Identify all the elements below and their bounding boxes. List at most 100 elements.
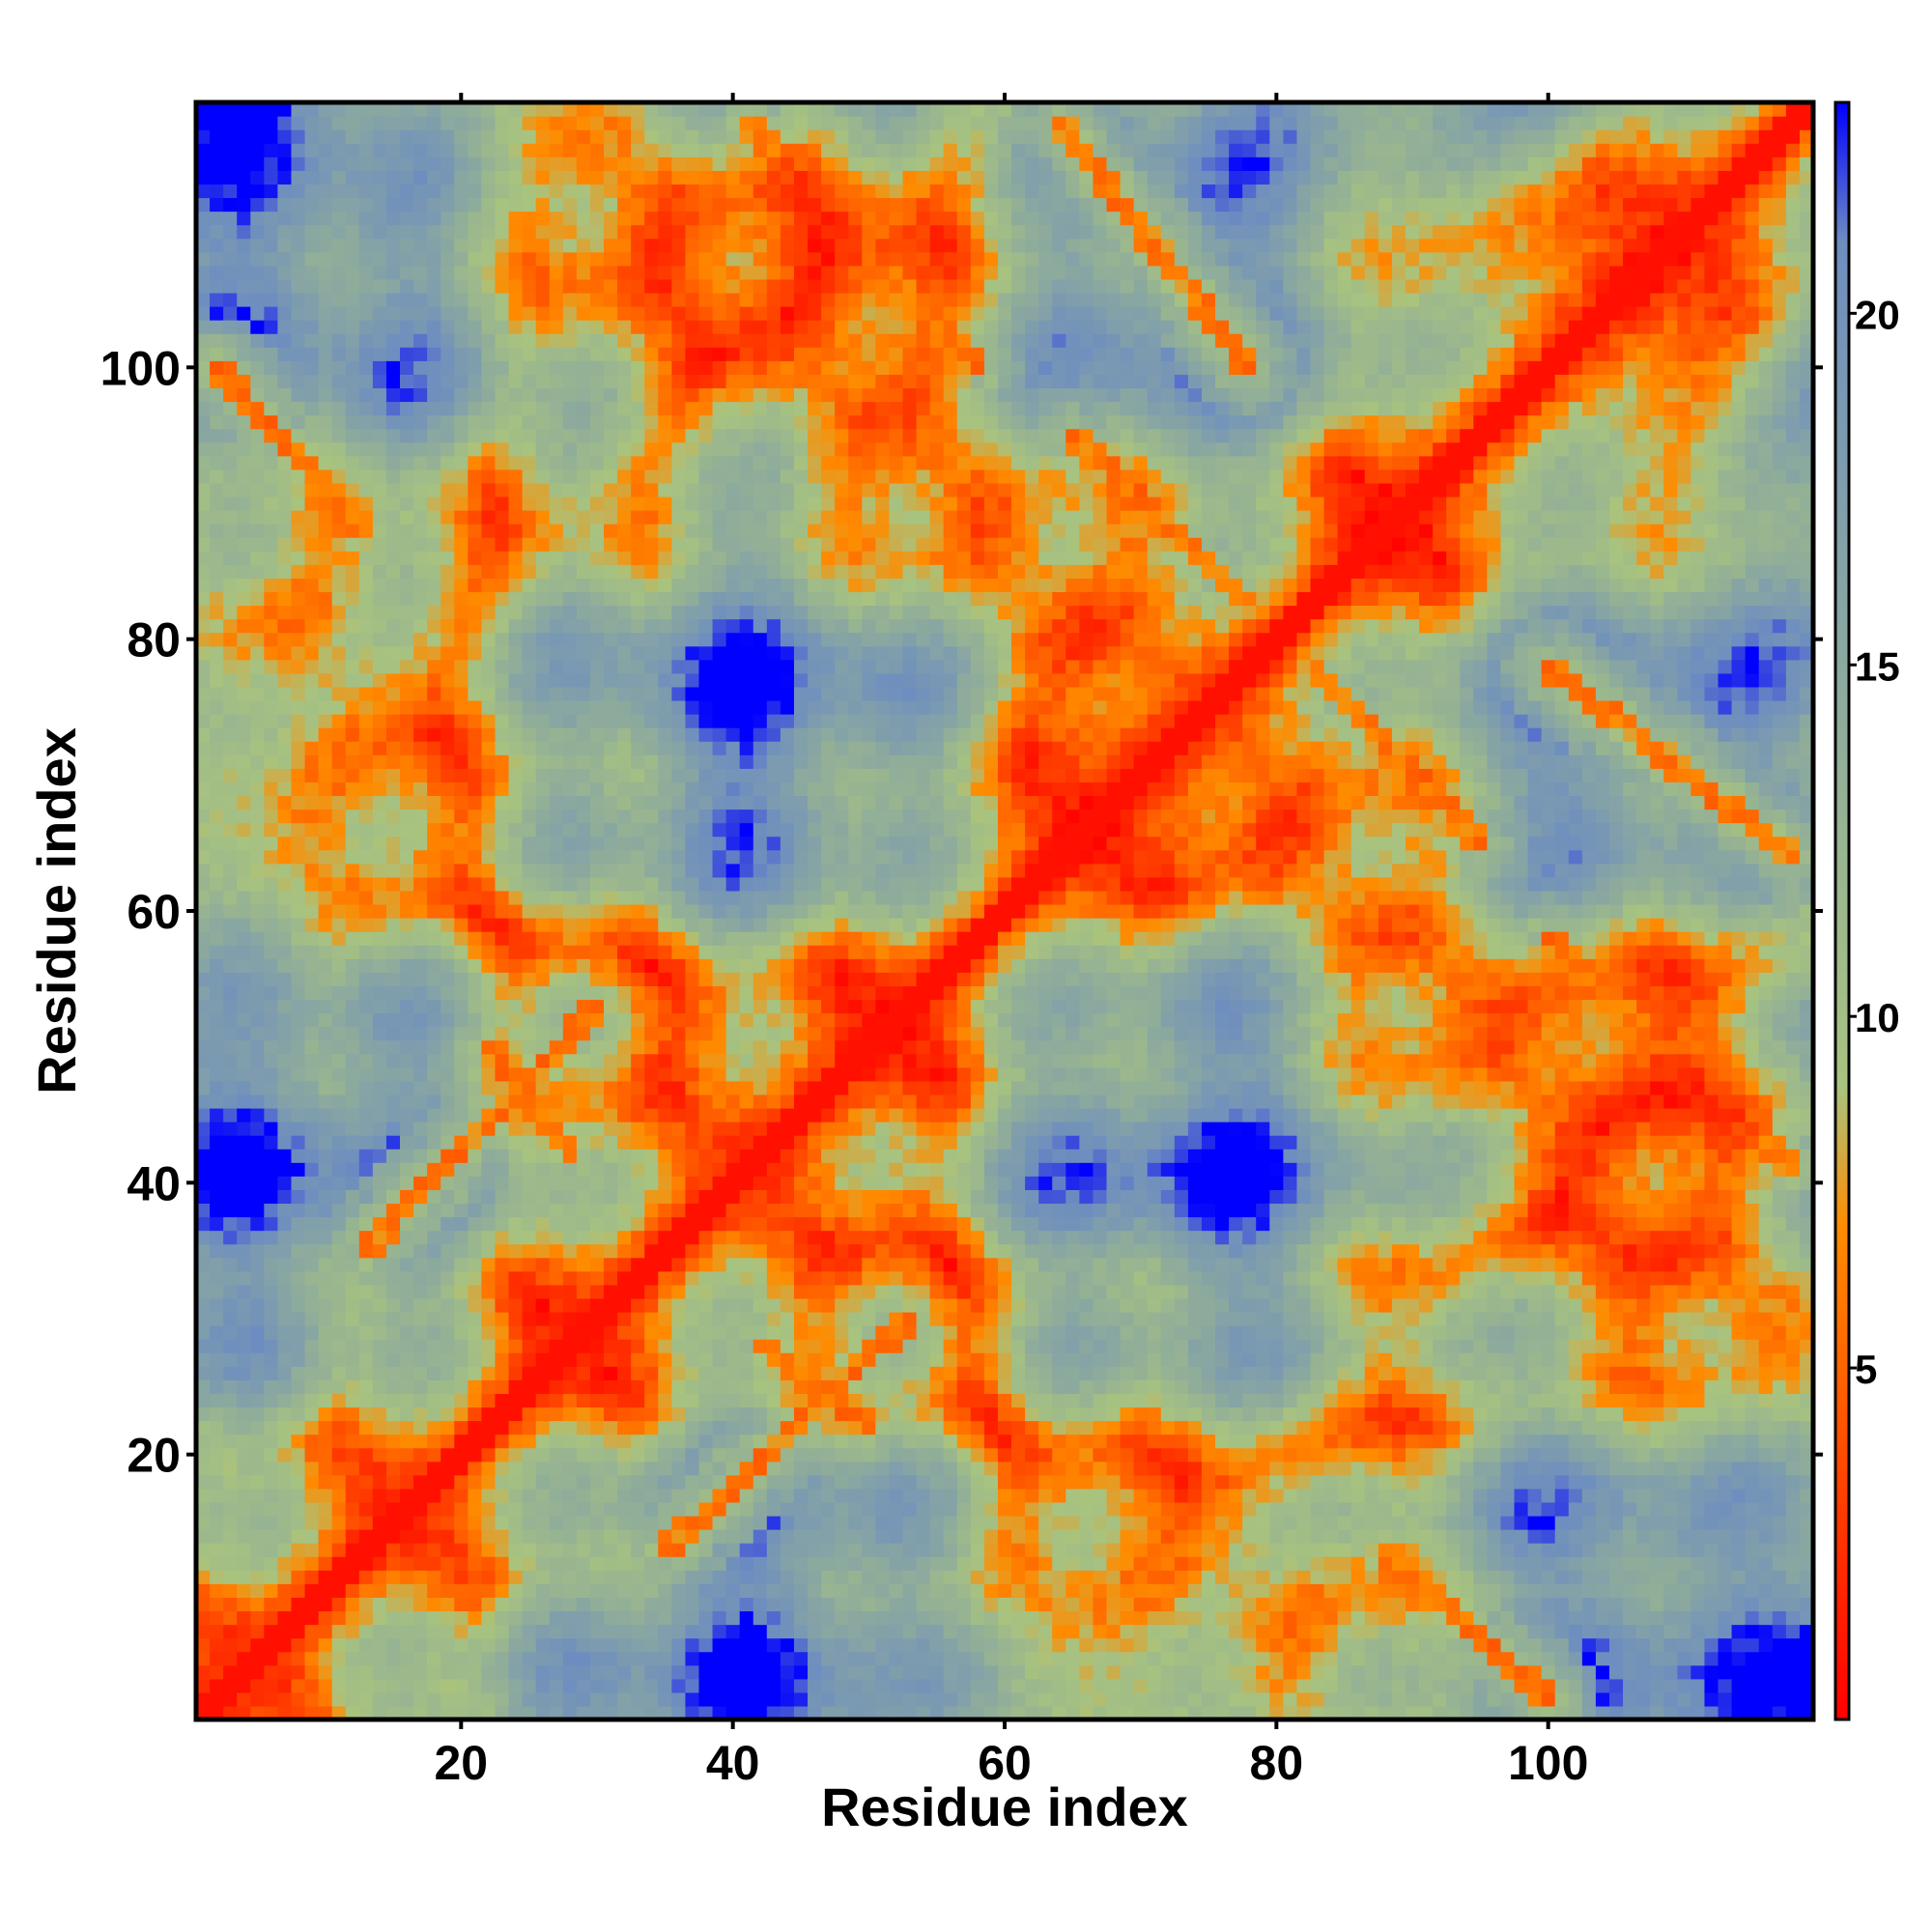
heatmap-cell [725, 184, 741, 199]
heatmap-cell [264, 1570, 279, 1584]
heatmap-cell [508, 1691, 524, 1707]
heatmap-cell [549, 1474, 564, 1490]
heatmap-cell [210, 741, 224, 755]
heatmap-cell [291, 1352, 306, 1367]
heatmap-cell [196, 999, 211, 1014]
heatmap-cell [753, 1243, 768, 1259]
heatmap-cell [589, 1080, 605, 1095]
heatmap-cell [304, 999, 320, 1014]
heatmap-cell [385, 469, 401, 484]
heatmap-cell [725, 496, 741, 511]
heatmap-cell [372, 1189, 387, 1205]
heatmap-cell [385, 1189, 401, 1205]
heatmap-cell [318, 632, 333, 647]
heatmap-cell [237, 958, 251, 973]
heatmap-cell [495, 1488, 510, 1503]
heatmap-cell [589, 863, 605, 878]
heatmap-cell [277, 143, 293, 157]
heatmap-cell [522, 999, 537, 1014]
heatmap-cell [576, 591, 591, 607]
heatmap-cell [264, 1366, 279, 1380]
heatmap-cell [644, 1610, 659, 1626]
heatmap-cell [454, 863, 469, 878]
heatmap-cell [671, 1664, 687, 1680]
heatmap-cell [440, 496, 455, 511]
heatmap-cell [576, 374, 591, 389]
heatmap-cell [604, 836, 618, 851]
heatmap-cell [454, 958, 469, 973]
heatmap-cell [685, 1107, 700, 1122]
heatmap-cell [331, 754, 347, 769]
heatmap-cell [331, 822, 347, 838]
heatmap-cell [210, 441, 224, 457]
heatmap-cell [685, 1420, 700, 1435]
heatmap-cell [318, 306, 333, 321]
heatmap-cell [562, 645, 578, 661]
heatmap-cell [739, 1162, 754, 1177]
heatmap-cell [549, 1284, 564, 1299]
heatmap-cell [358, 428, 374, 443]
heatmap-cell [385, 156, 401, 171]
heatmap-cell [468, 401, 483, 416]
heatmap-cell [671, 524, 687, 538]
heatmap-cell [739, 1230, 754, 1245]
heatmap-cell [372, 1284, 387, 1299]
heatmap-cell [318, 1420, 333, 1435]
heatmap-cell [644, 1176, 659, 1190]
heatmap-cell [358, 129, 374, 144]
heatmap-cell [372, 292, 387, 307]
heatmap-cell [617, 985, 632, 1001]
heatmap-cell [658, 1053, 672, 1068]
heatmap-cell [671, 387, 687, 403]
heatmap-cell [535, 184, 551, 199]
heatmap-cell [658, 918, 672, 932]
heatmap-cell [413, 211, 428, 226]
heatmap-cell [535, 958, 551, 973]
heatmap-cell [413, 945, 428, 959]
heatmap-cell [712, 441, 727, 457]
heatmap-cell [250, 972, 265, 986]
heatmap-cell [264, 1122, 279, 1136]
heatmap-cell [358, 401, 374, 416]
heatmap-cell [210, 1012, 224, 1028]
heatmap-cell [372, 958, 387, 973]
heatmap-cell [739, 333, 754, 348]
heatmap-cell [495, 1597, 510, 1612]
heatmap-cell [644, 496, 659, 511]
heatmap-cell [345, 1529, 360, 1544]
heatmap-cell [658, 428, 672, 443]
heatmap-cell [413, 1501, 428, 1517]
heatmap-cell [413, 360, 428, 375]
heatmap-cell [753, 184, 768, 199]
heatmap-cell [753, 876, 768, 892]
heatmap-cell [698, 428, 714, 443]
heatmap-cell [237, 184, 251, 199]
heatmap-cell [454, 1420, 469, 1435]
heatmap-cell [698, 1243, 714, 1259]
heatmap-cell [468, 292, 483, 307]
heatmap-cell [277, 1515, 293, 1530]
heatmap-cell [604, 455, 618, 470]
heatmap-cell [535, 999, 551, 1014]
heatmap-cell [576, 1107, 591, 1122]
heatmap-cell [264, 754, 279, 769]
heatmap-cell [331, 1311, 347, 1326]
heatmap-cell [753, 1420, 768, 1435]
heatmap-cell [400, 320, 414, 334]
heatmap-cell [495, 170, 510, 185]
heatmap-cell [331, 1434, 347, 1449]
heatmap-cell [223, 686, 238, 701]
heatmap-cell [237, 1529, 251, 1544]
heatmap-cell [372, 102, 387, 117]
heatmap-cell [522, 156, 537, 171]
heatmap-cell [562, 1447, 578, 1463]
heatmap-cell [535, 1461, 551, 1476]
heatmap-cell [549, 918, 564, 932]
heatmap-cell [385, 1352, 401, 1367]
heatmap-cell [658, 387, 672, 403]
heatmap-cell [739, 1080, 754, 1095]
heatmap-cell [440, 1066, 455, 1082]
heatmap-cell [589, 238, 605, 253]
heatmap-cell [753, 1624, 768, 1639]
heatmap-cell [562, 1039, 578, 1055]
